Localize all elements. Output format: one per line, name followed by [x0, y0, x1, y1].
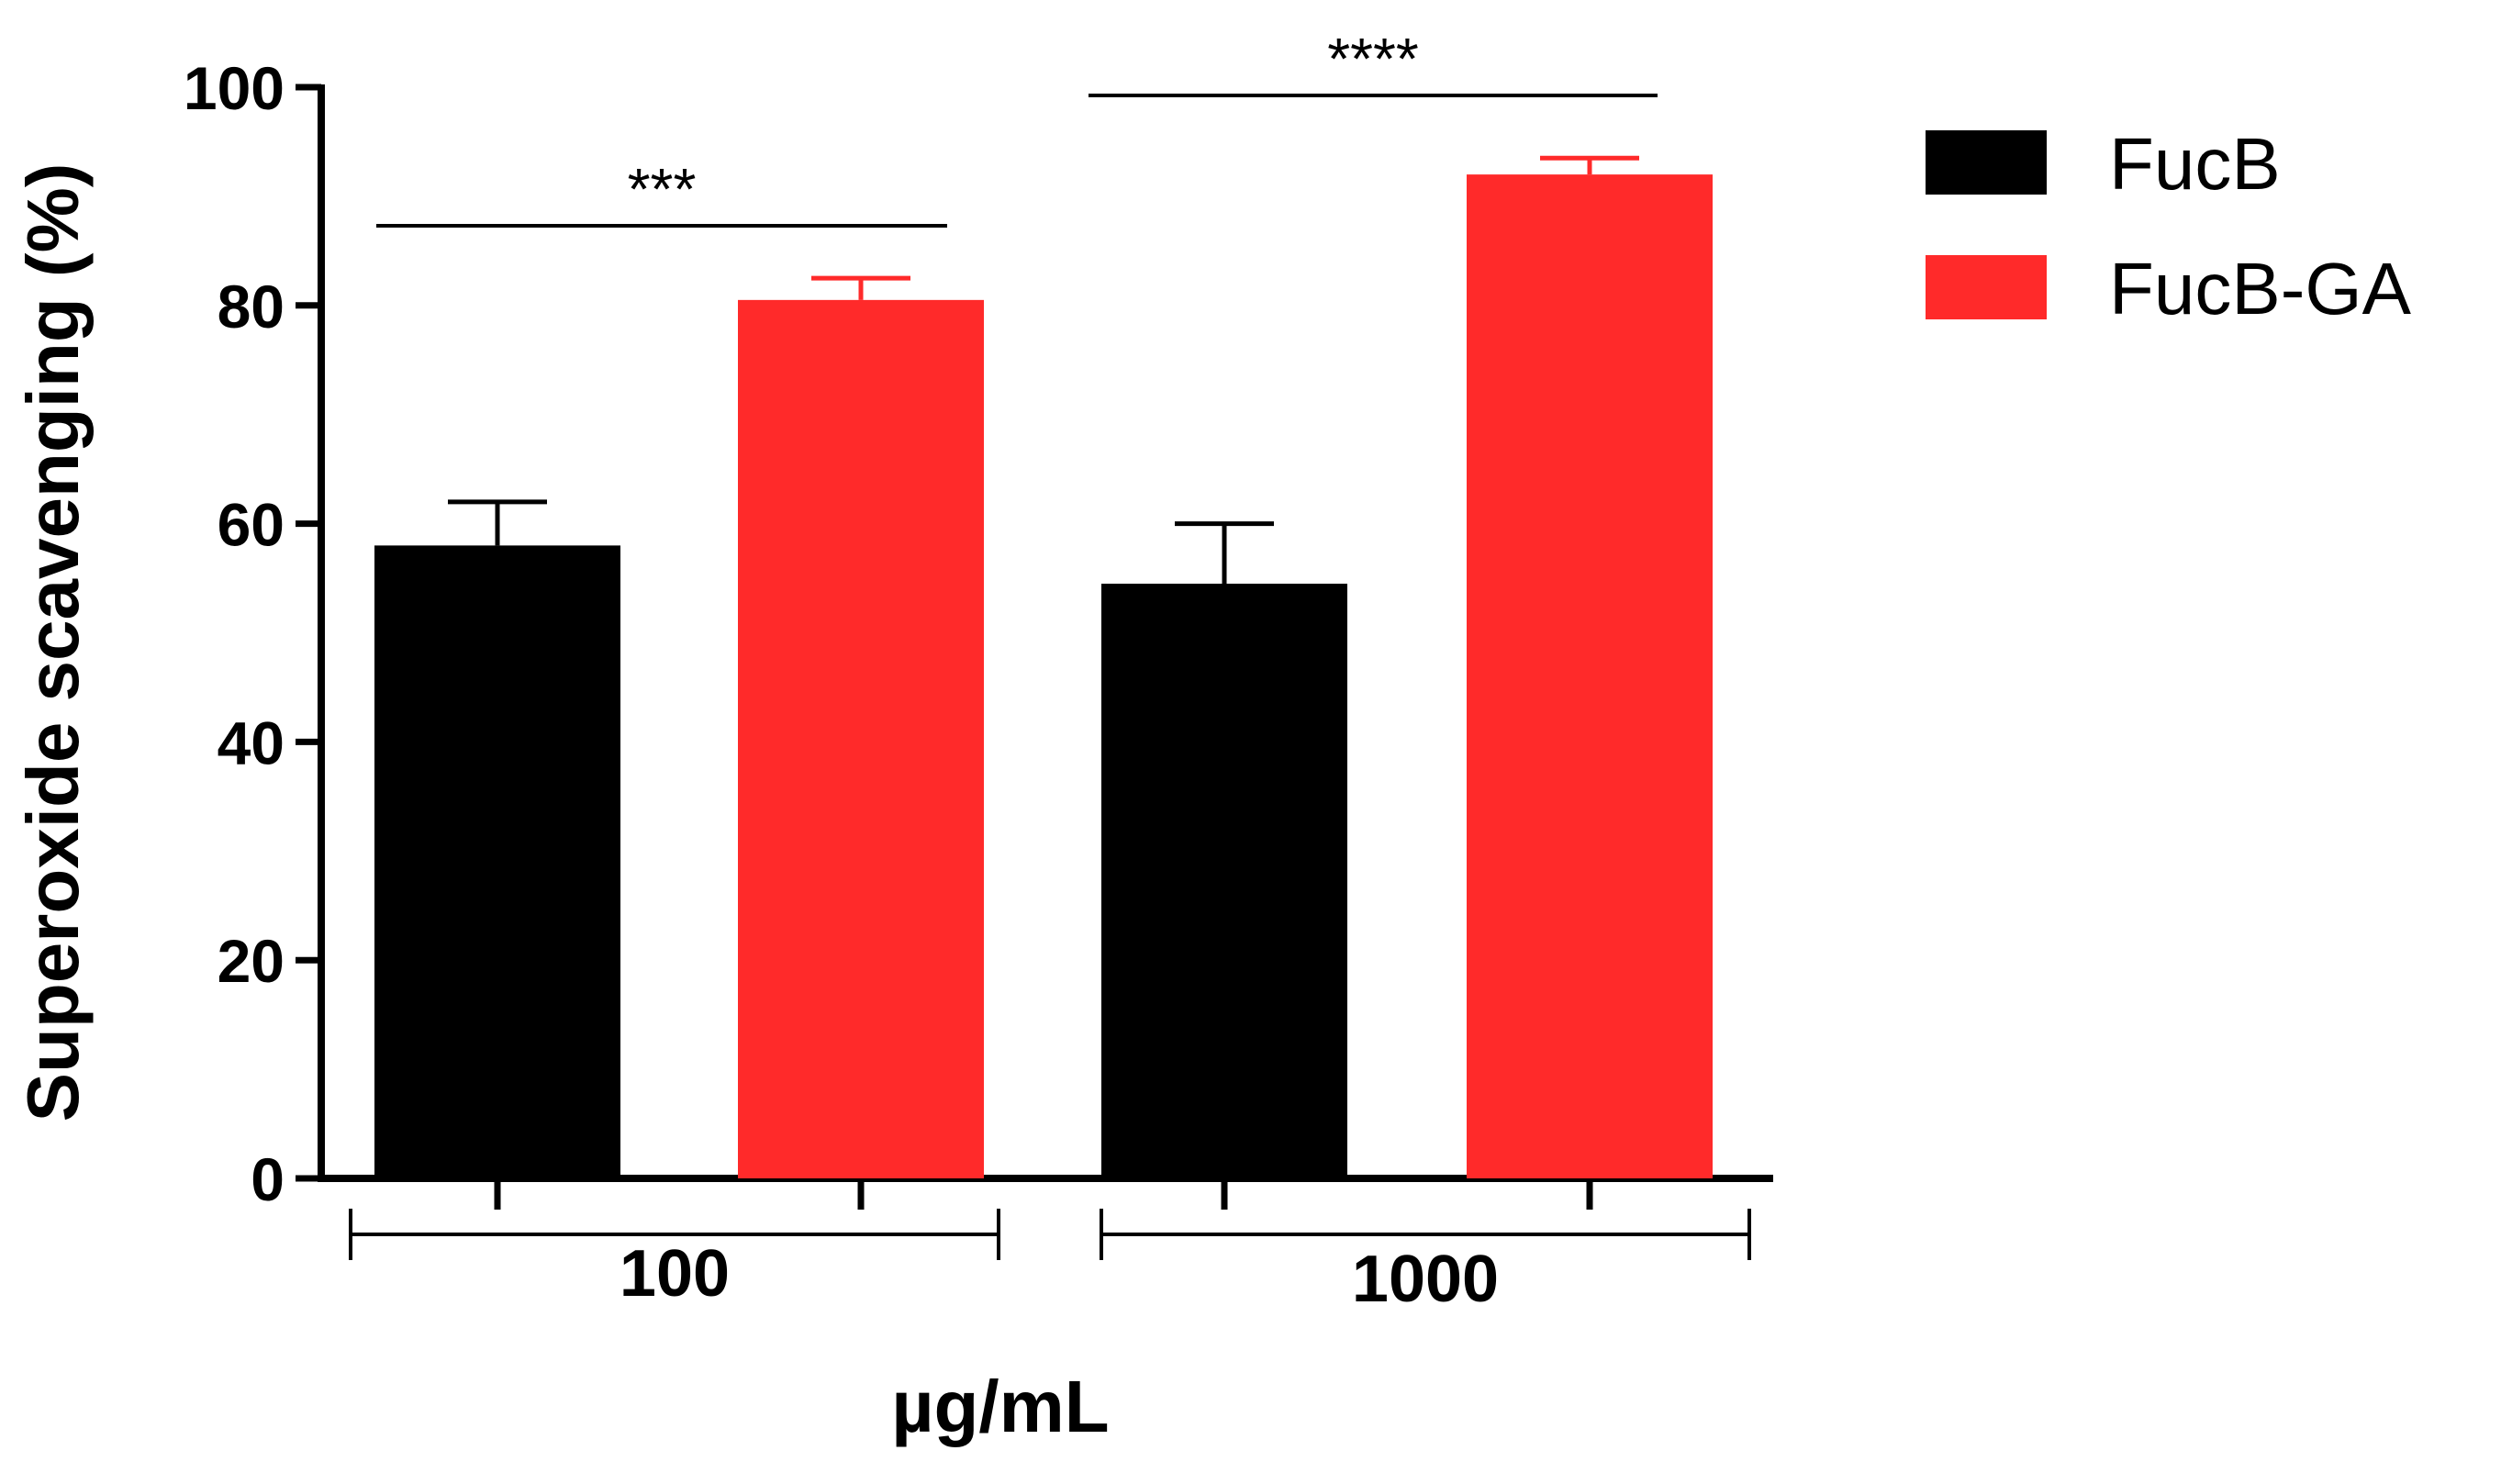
- significance-label: ****: [1327, 26, 1419, 92]
- chart-marks: [296, 84, 1773, 1260]
- y-tick-label: 0: [251, 1145, 285, 1213]
- bar-fucb-100: [374, 545, 620, 1178]
- y-tick-label: 60: [218, 491, 285, 559]
- x-axis-title: µg/mL: [891, 1366, 1109, 1447]
- bar-fucb-ga-100: [738, 299, 984, 1179]
- significance-labels: *** ****: [628, 26, 1419, 222]
- bar-fucb-ga-1000: [1467, 174, 1713, 1178]
- bar-fucb-1000: [1101, 583, 1347, 1178]
- legend: FucB FucB-GA: [1926, 123, 2412, 329]
- y-tick-label: 80: [218, 273, 285, 340]
- x-category-label: 100: [620, 1237, 730, 1311]
- y-tick-label: 20: [218, 927, 285, 995]
- y-tick-label: 40: [218, 709, 285, 776]
- y-tick-labels: 0 20 40 60 80 100: [184, 54, 285, 1213]
- x-category-labels: 100 1000: [620, 1237, 1499, 1316]
- y-axis-title: Superoxide scavenging (%): [12, 163, 94, 1122]
- significance-label: ***: [628, 156, 697, 222]
- y-tick-label: 100: [184, 54, 285, 122]
- legend-swatch-fucb: [1926, 130, 2047, 195]
- x-category-label: 1000: [1352, 1243, 1499, 1316]
- legend-label-fucb-ga: FucB-GA: [2109, 248, 2412, 329]
- legend-label-fucb: FucB: [2109, 123, 2281, 205]
- legend-swatch-fucb-ga: [1926, 255, 2047, 319]
